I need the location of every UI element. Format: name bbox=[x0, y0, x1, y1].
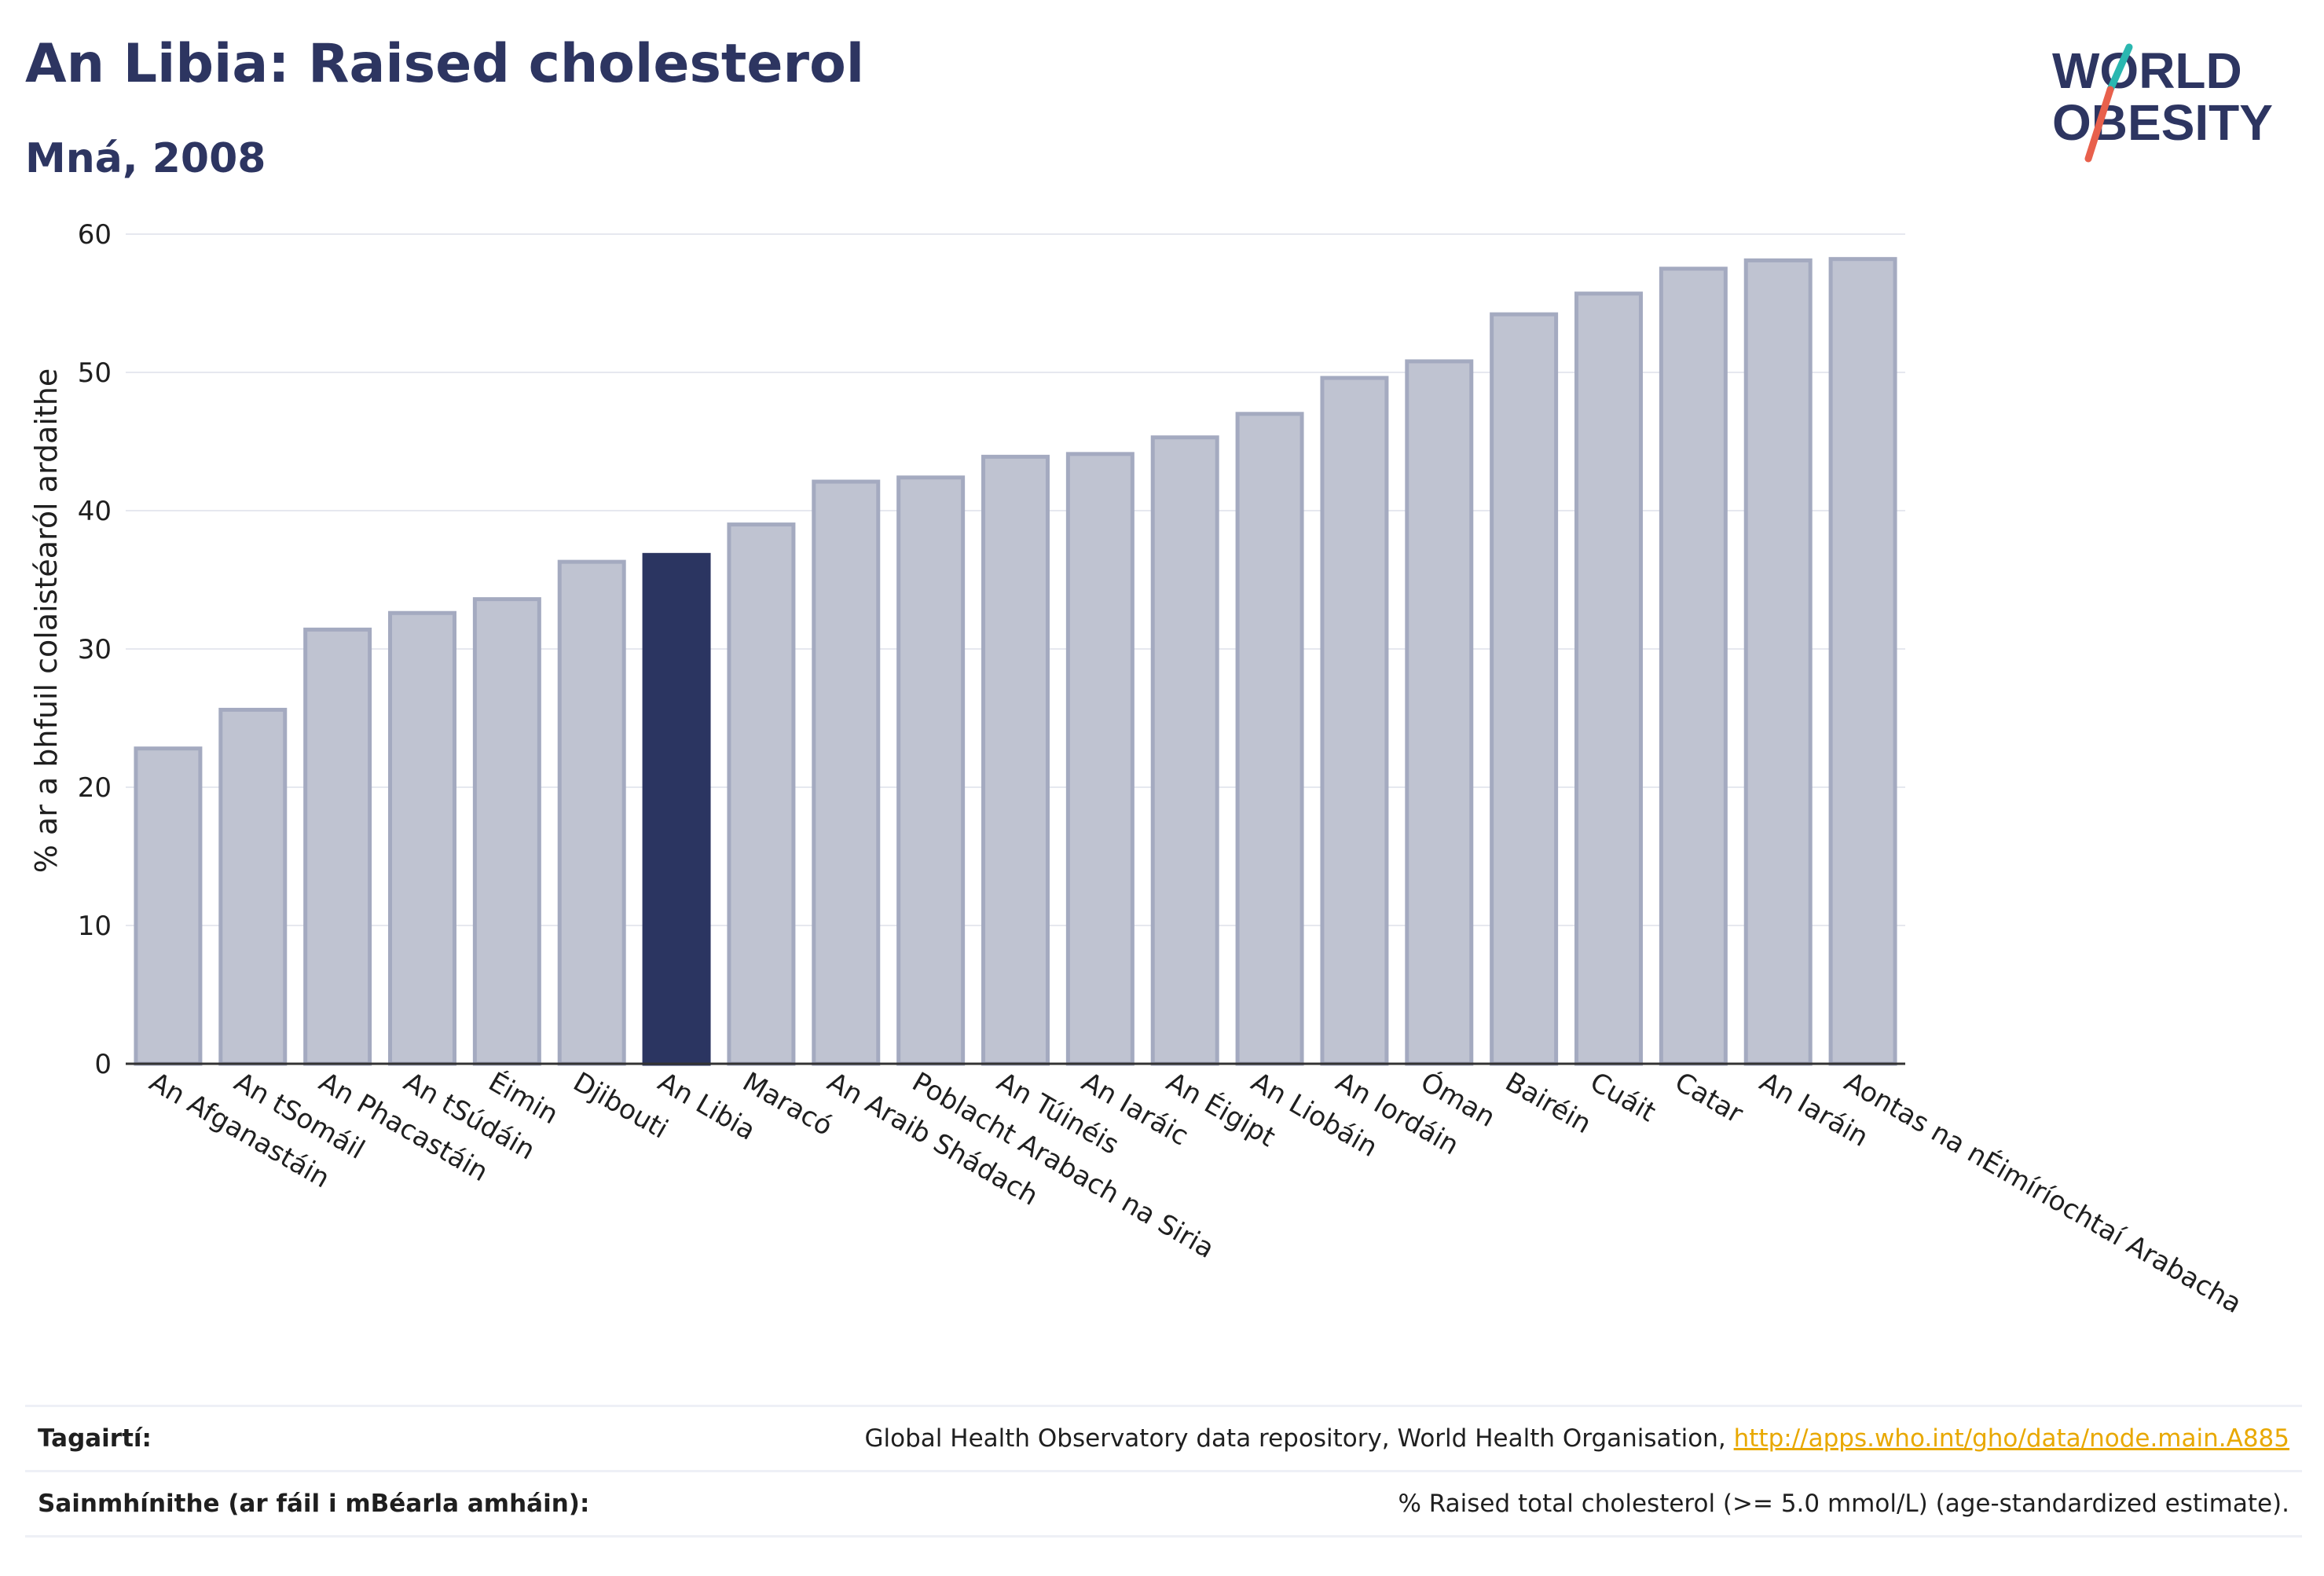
x-category-label: Aontas na nÉimíríochtaí Arabacha bbox=[1839, 1065, 2248, 1320]
bar bbox=[1405, 359, 1474, 1066]
logo-line1: WORLD bbox=[2052, 42, 2242, 99]
bar bbox=[134, 746, 203, 1066]
bar bbox=[388, 610, 456, 1066]
bar bbox=[1235, 412, 1304, 1066]
y-axis-title: % ar a bhfuil colaistéaról ardaithe bbox=[29, 368, 64, 874]
bar bbox=[1490, 312, 1559, 1066]
bar bbox=[1659, 266, 1728, 1066]
y-tick-label: 0 bbox=[94, 1049, 112, 1080]
chart-subtitle: Mná, 2008 bbox=[25, 135, 266, 182]
bar bbox=[472, 597, 541, 1066]
references-value: Global Health Observatory data repositor… bbox=[865, 1424, 2289, 1453]
x-category-label: Bairéin bbox=[1500, 1066, 1596, 1140]
logo-line2: OBESITY bbox=[2052, 94, 2273, 151]
bar bbox=[1828, 257, 1897, 1066]
definitions-row: Sainmhínithe (ar fáil i mBéarla amháin):… bbox=[25, 1470, 2302, 1538]
references-row: Tagairtí: Global Health Observatory data… bbox=[25, 1405, 2302, 1470]
y-tick-label: 20 bbox=[78, 772, 112, 804]
world-obesity-logo: WORLD OBESITY bbox=[2052, 42, 2273, 163]
bar-highlighted bbox=[642, 552, 711, 1066]
definitions-value: % Raised total cholesterol (>= 5.0 mmol/… bbox=[1398, 1490, 2289, 1518]
y-tick-label: 60 bbox=[78, 219, 112, 251]
bar bbox=[896, 475, 966, 1066]
y-axis-ticks: 0 10 20 30 40 50 60 bbox=[78, 219, 112, 1080]
bar bbox=[1150, 435, 1219, 1066]
bar bbox=[218, 707, 288, 1066]
x-category-label: Cuáit bbox=[1585, 1066, 1661, 1128]
references-link[interactable]: http://apps.who.int/gho/data/node.main.A… bbox=[1733, 1424, 2289, 1453]
bars bbox=[134, 257, 1897, 1066]
bar bbox=[981, 454, 1050, 1066]
bar bbox=[1743, 258, 1813, 1066]
bar bbox=[303, 627, 372, 1066]
y-tick-label: 10 bbox=[78, 911, 112, 942]
y-tick-label: 40 bbox=[78, 496, 112, 527]
references-label: Tagairtí: bbox=[38, 1424, 152, 1453]
definitions-label: Sainmhínithe (ar fáil i mBéarla amháin): bbox=[38, 1490, 590, 1518]
bar bbox=[1320, 376, 1389, 1066]
x-category-label: An Libia bbox=[653, 1066, 761, 1147]
bar bbox=[812, 479, 881, 1066]
y-tick-label: 30 bbox=[78, 634, 112, 665]
bar bbox=[1065, 452, 1135, 1066]
references-text: Global Health Observatory data repositor… bbox=[864, 1424, 1726, 1453]
logo-slash-coral bbox=[2084, 86, 2114, 163]
logo-slash-teal bbox=[2106, 43, 2133, 93]
x-category-label: Djibouti bbox=[568, 1066, 673, 1145]
bar bbox=[1574, 291, 1643, 1066]
chart-title: An Libia: Raised cholesterol bbox=[25, 33, 865, 95]
bar bbox=[557, 559, 626, 1066]
bar bbox=[727, 522, 796, 1066]
footer: Tagairtí: Global Health Observatory data… bbox=[25, 1405, 2302, 1538]
y-tick-label: 50 bbox=[78, 357, 112, 389]
x-category-label: Catar bbox=[1670, 1066, 1748, 1130]
